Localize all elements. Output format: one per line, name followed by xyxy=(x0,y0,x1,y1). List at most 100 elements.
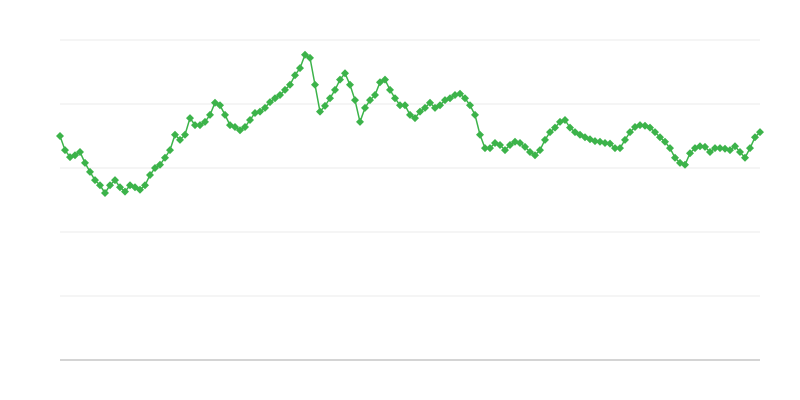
point-marker xyxy=(426,98,434,107)
point-marker xyxy=(741,153,749,162)
point-marker xyxy=(81,158,89,167)
point-marker xyxy=(231,123,239,132)
point-marker xyxy=(341,69,349,78)
point-marker xyxy=(386,85,394,94)
point-marker xyxy=(736,148,744,156)
point-marker xyxy=(111,176,119,185)
point-marker xyxy=(591,137,599,146)
series-line xyxy=(59,53,761,195)
point-marker xyxy=(326,94,334,103)
point-marker xyxy=(506,140,514,149)
point-marker xyxy=(306,53,314,62)
point-marker xyxy=(321,101,329,110)
point-marker xyxy=(646,123,654,132)
point-marker xyxy=(681,160,689,169)
point-marker xyxy=(686,149,694,158)
point-marker xyxy=(166,146,174,155)
point-marker xyxy=(406,110,414,119)
point-marker xyxy=(476,130,484,139)
point-marker xyxy=(481,144,489,153)
point-marker xyxy=(256,107,264,116)
point-marker xyxy=(471,110,479,119)
point-marker xyxy=(101,188,109,197)
point-marker xyxy=(71,151,79,160)
point-marker xyxy=(706,148,714,156)
point-marker xyxy=(666,144,674,153)
point-marker xyxy=(296,64,304,73)
point-marker xyxy=(161,153,169,162)
point-marker xyxy=(291,71,299,80)
point-marker xyxy=(521,142,529,151)
point-marker xyxy=(206,110,214,119)
point-marker xyxy=(746,144,754,153)
point-marker xyxy=(151,164,159,172)
point-marker xyxy=(391,94,399,103)
point-marker xyxy=(281,85,289,94)
point-marker xyxy=(276,91,284,100)
point-marker xyxy=(756,128,764,137)
point-marker xyxy=(261,103,269,112)
point-marker xyxy=(336,75,344,84)
point-marker xyxy=(346,80,354,89)
point-marker xyxy=(536,146,544,155)
point-marker xyxy=(751,133,759,142)
point-marker xyxy=(416,107,424,116)
point-marker xyxy=(656,133,664,142)
point-marker xyxy=(316,107,324,116)
point-marker xyxy=(381,75,389,84)
point-marker xyxy=(141,181,149,190)
point-marker xyxy=(146,171,154,180)
point-marker xyxy=(621,135,629,144)
point-marker xyxy=(271,94,279,103)
point-marker xyxy=(566,123,574,132)
point-marker xyxy=(371,91,379,100)
point-marker xyxy=(611,144,619,153)
point-marker xyxy=(311,80,319,89)
point-marker xyxy=(356,117,364,126)
point-marker xyxy=(541,135,549,144)
point-marker xyxy=(616,144,624,153)
point-marker xyxy=(246,116,254,124)
point-marker xyxy=(531,151,539,160)
point-marker xyxy=(421,103,429,112)
point-marker xyxy=(221,110,229,119)
point-marker xyxy=(701,142,709,151)
point-marker xyxy=(606,139,614,148)
point-marker xyxy=(446,94,454,103)
point-marker xyxy=(711,144,719,153)
point-marker xyxy=(731,142,739,151)
point-marker xyxy=(156,160,164,169)
point-marker xyxy=(626,128,634,137)
point-marker xyxy=(351,96,359,105)
point-marker xyxy=(601,139,609,148)
point-marker xyxy=(466,101,474,110)
point-marker xyxy=(61,146,69,155)
point-marker xyxy=(216,101,224,110)
point-marker xyxy=(661,137,669,146)
point-marker xyxy=(496,140,504,149)
point-marker xyxy=(546,128,554,137)
point-marker xyxy=(461,94,469,103)
point-marker xyxy=(91,176,99,185)
point-marker xyxy=(331,85,339,94)
point-marker xyxy=(696,142,704,151)
point-marker xyxy=(96,181,104,190)
point-marker xyxy=(181,130,189,139)
point-marker xyxy=(716,144,724,153)
point-marker xyxy=(116,183,124,192)
point-marker xyxy=(361,103,369,112)
point-marker xyxy=(301,50,309,59)
point-marker xyxy=(436,101,444,110)
point-marker xyxy=(106,181,114,190)
point-marker xyxy=(171,130,179,139)
point-marker xyxy=(241,123,249,132)
point-marker xyxy=(516,139,524,148)
point-marker xyxy=(121,187,129,196)
point-marker xyxy=(526,148,534,156)
point-marker xyxy=(201,117,209,126)
point-marker xyxy=(86,167,94,176)
point-marker xyxy=(636,121,644,130)
point-marker xyxy=(651,128,659,137)
point-marker xyxy=(486,144,494,153)
